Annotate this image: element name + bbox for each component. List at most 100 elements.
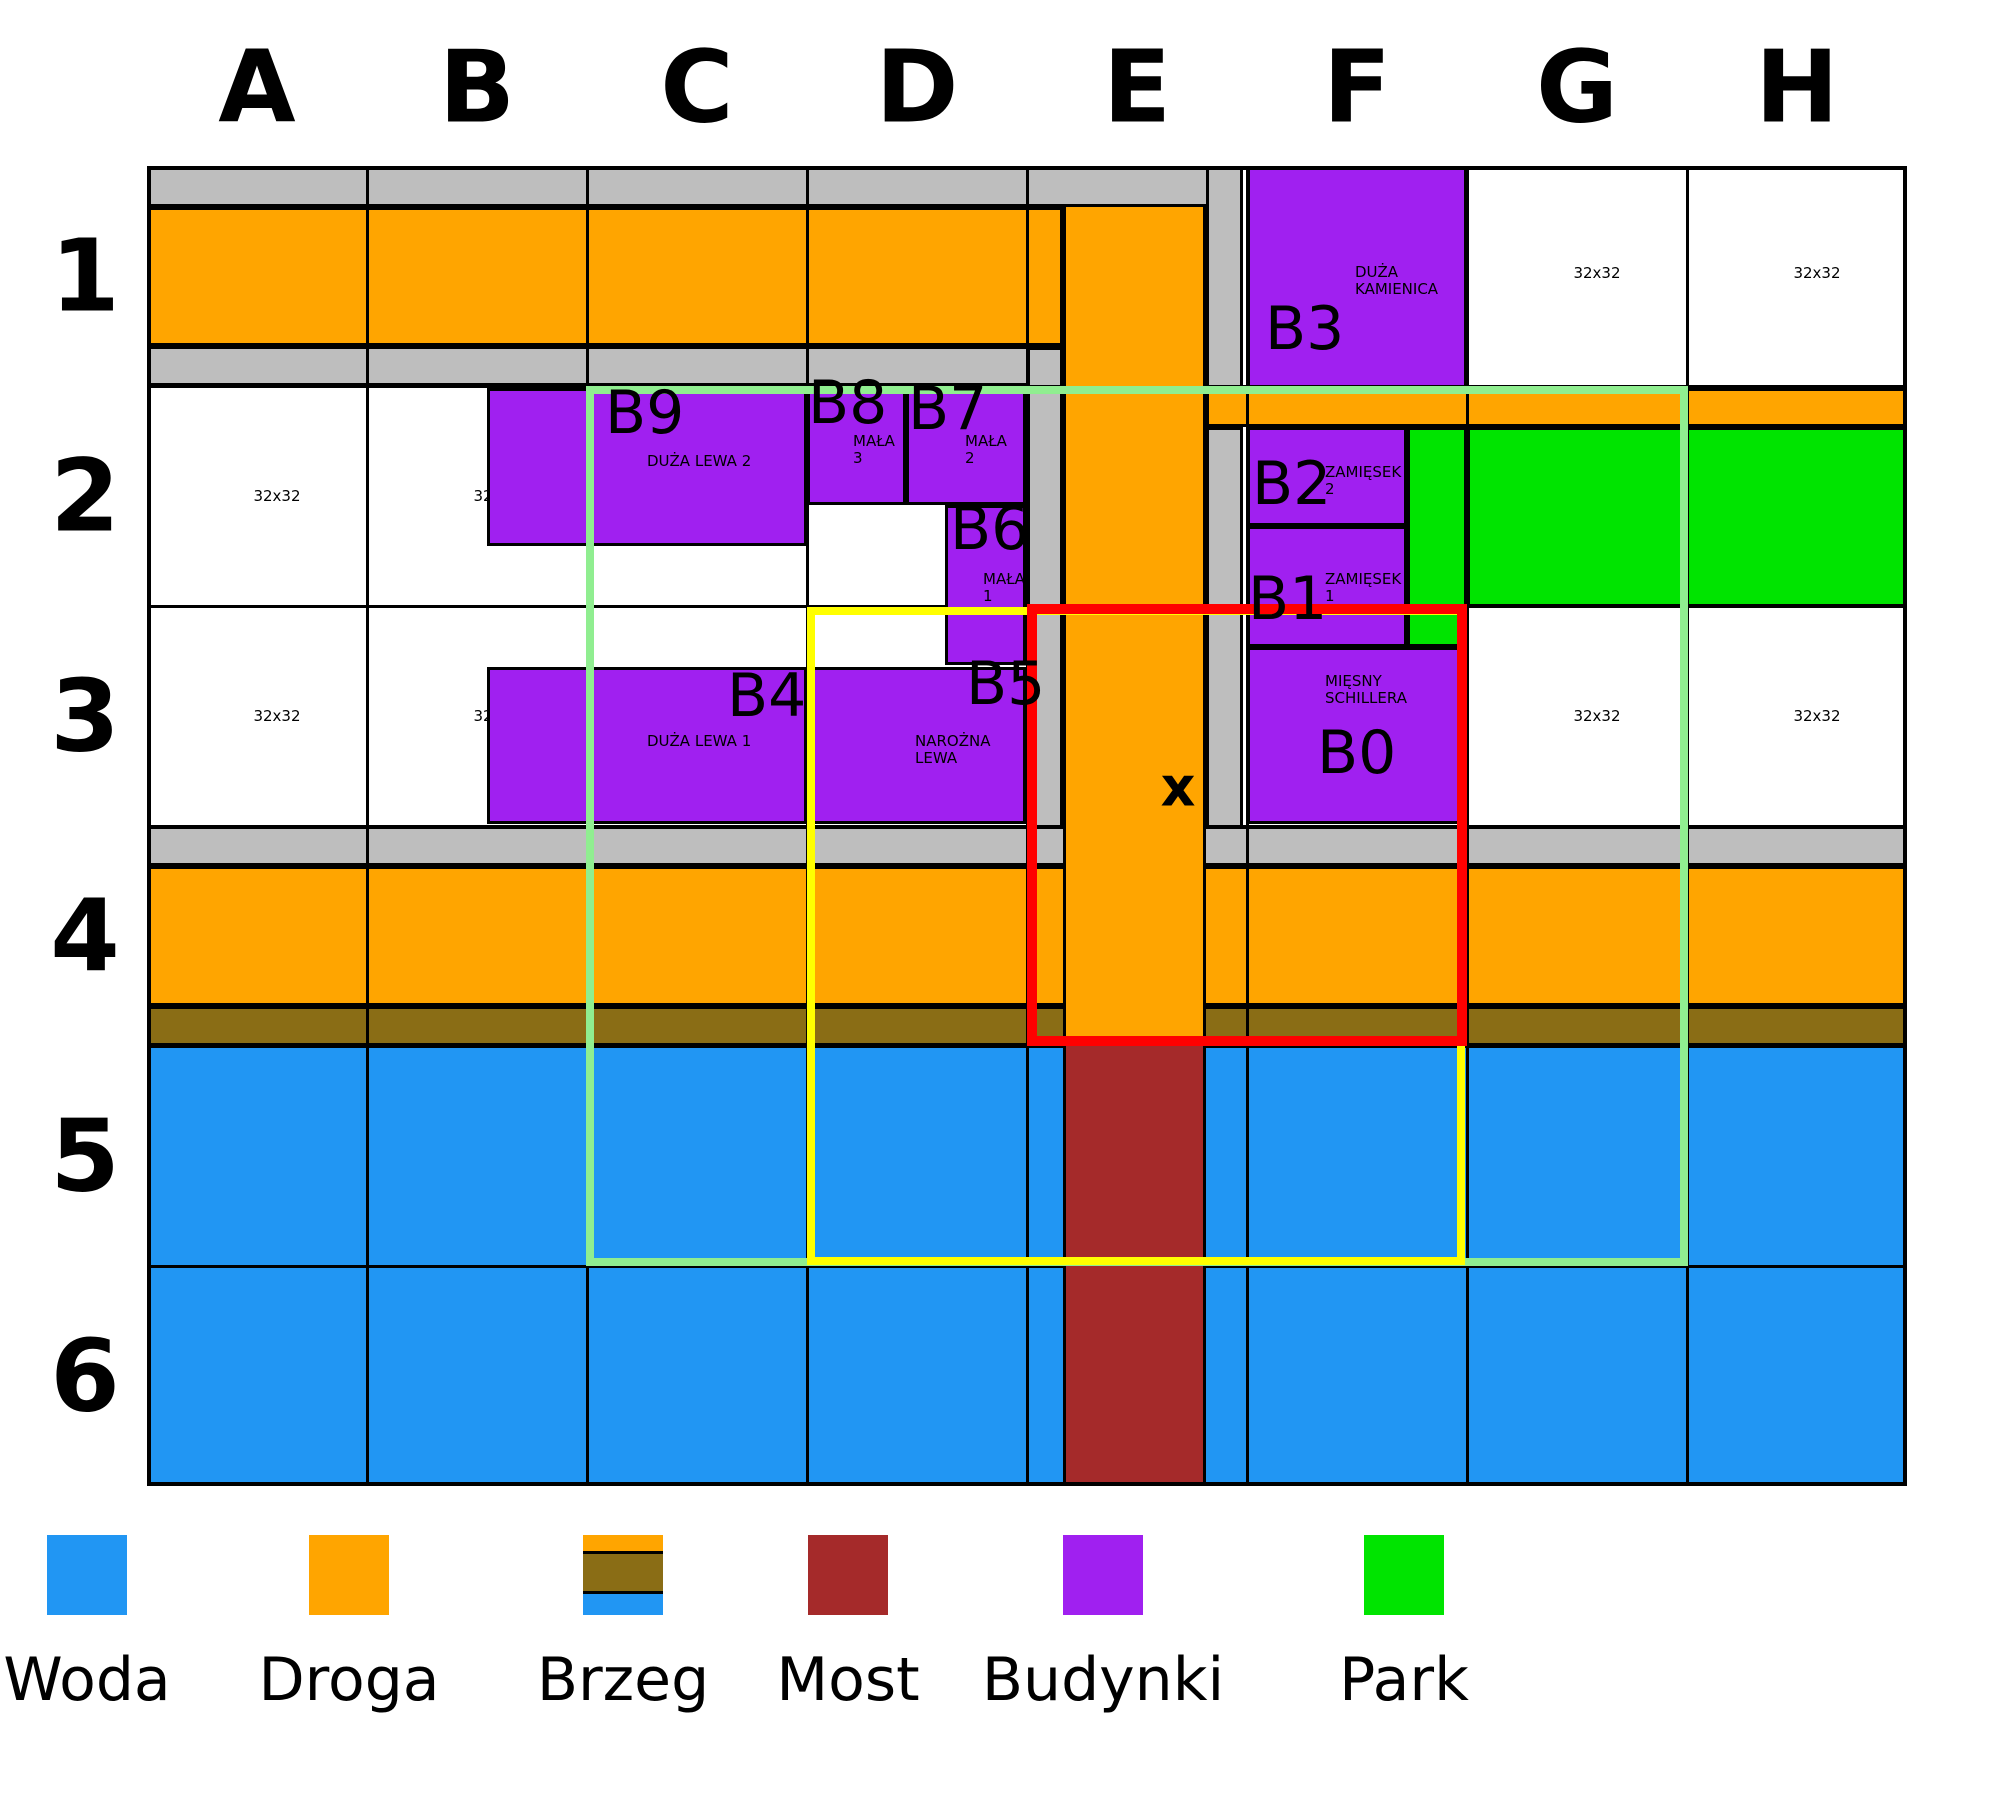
building-b9 — [487, 388, 807, 546]
legend-label-most: Most — [776, 1645, 920, 1715]
building-name-line: NAROŻNA — [915, 732, 991, 750]
legend-label-park: Park — [1339, 1645, 1469, 1715]
legend-swatch-woda — [47, 1535, 127, 1615]
building-b3 — [1247, 166, 1467, 388]
building-b0 — [1247, 647, 1463, 824]
building-name-line: MIĘSNY — [1325, 672, 1382, 690]
legend-swatch-stripe — [583, 1551, 663, 1554]
water-cell — [367, 1266, 587, 1486]
water-cell — [807, 1266, 1027, 1486]
water-cell — [1247, 1266, 1467, 1486]
legend-swatch-droga — [309, 1535, 389, 1615]
row-header: 5 — [50, 1097, 120, 1215]
legend-swatch-most — [808, 1535, 888, 1615]
map-outer-border — [147, 166, 1907, 1486]
water-cell — [147, 1266, 367, 1486]
row-header: 2 — [50, 437, 120, 555]
building-name-line: ZAMIĘSEK — [1325, 570, 1402, 588]
column-header: F — [1322, 28, 1392, 146]
building-name-label: DUŻA KAMIENICA — [1355, 264, 1438, 298]
building-name-label: ZAMIĘSEK 2 — [1325, 464, 1401, 498]
cell-size-label: 32x32 — [253, 707, 301, 725]
street-pavement — [1063, 207, 1206, 1046]
building-b5 — [807, 667, 1026, 824]
building-name-label: NAROŻNA LEWA — [915, 733, 990, 767]
building-name-line: DUŻA LEWA 1 — [647, 732, 752, 750]
legend-swatch-brzeg — [583, 1535, 663, 1615]
water-cell — [1467, 1266, 1687, 1486]
building-name-line: MAŁA — [853, 432, 895, 450]
legend-swatch-stripe — [583, 1594, 663, 1615]
building-id-label: B6 — [950, 494, 1030, 564]
water-cell — [1687, 1266, 1907, 1486]
building-id-label: B7 — [908, 374, 988, 444]
row-header: 3 — [50, 657, 120, 775]
water-cell — [1467, 1046, 1687, 1266]
building-id-label: B1 — [1248, 564, 1328, 634]
column-header: G — [1535, 28, 1619, 146]
legend-label-budynki: Budynki — [981, 1645, 1225, 1715]
column-header: D — [875, 28, 959, 146]
building-name-label: ZAMIĘSEK 1 — [1325, 571, 1401, 605]
column-header: C — [660, 28, 734, 146]
column-header: E — [1102, 28, 1172, 146]
building-name-label: MAŁA 2 — [965, 433, 1007, 467]
building-name-label: DUŻA LEWA 2 — [647, 453, 751, 470]
legend-swatch-stripe — [583, 1535, 663, 1551]
column-header: A — [218, 28, 296, 146]
building-name-line: SCHILLERA — [1325, 689, 1407, 707]
legend-swatch-stripe — [583, 1591, 663, 1594]
building-id-label: B5 — [966, 649, 1046, 719]
building-name-line: 2 — [1325, 480, 1335, 498]
building-name-label: MAŁA 3 — [853, 433, 895, 467]
building-name-line: LEWA — [915, 749, 958, 767]
water-cell — [147, 1046, 367, 1266]
water-cell — [1687, 1046, 1907, 1266]
building-name-line: ZAMIĘSEK — [1325, 463, 1402, 481]
building-name-line: 1 — [983, 587, 993, 605]
column-header: B — [438, 28, 516, 146]
building-id-label: B8 — [808, 368, 888, 438]
sidewalk-street-right-lower — [1206, 427, 1243, 866]
building-b1 — [1247, 526, 1407, 647]
building-name-label: MIĘSNY SCHILLERA — [1325, 673, 1407, 707]
building-name-label: DUŻA LEWA 1 — [647, 733, 751, 750]
x-marker: x — [1160, 755, 1196, 819]
building-id-label: B9 — [605, 378, 685, 448]
column-header: H — [1755, 28, 1839, 146]
overlay-rect-red — [1027, 604, 1467, 1046]
water-cell — [587, 1266, 807, 1486]
cell-size-label: 32x32 — [1793, 707, 1841, 725]
building-name-line: 1 — [1325, 587, 1335, 605]
building-id-label: B3 — [1265, 294, 1345, 364]
building-name-line: KAMIENICA — [1355, 280, 1439, 298]
building-name-line: DUŻA — [1355, 263, 1399, 281]
building-name-line: MAŁA — [983, 570, 1025, 588]
legend-swatch-stripe — [583, 1554, 663, 1591]
cell-size-label: 32x32 — [1793, 264, 1841, 282]
row-header: 4 — [50, 877, 120, 995]
grid-row-line — [147, 1264, 1907, 1268]
cell-size-label: 32x32 — [253, 487, 301, 505]
cell-size-label: 32x32 — [1573, 264, 1621, 282]
legend-label-brzeg: Brzeg — [536, 1645, 710, 1715]
building-id-label: B4 — [727, 661, 807, 731]
building-name-line: 2 — [965, 449, 975, 467]
water-cell — [367, 1046, 587, 1266]
building-id-label: B2 — [1252, 449, 1332, 519]
water-cell — [807, 1046, 1027, 1266]
bridge — [1063, 1046, 1206, 1486]
cell-size-label: 32x32 — [1573, 707, 1621, 725]
building-id-label: B0 — [1317, 718, 1397, 788]
building-b8 — [807, 388, 906, 505]
water-cell — [1247, 1046, 1467, 1266]
sidewalk-street-right-upper — [1206, 166, 1243, 388]
building-name-label: MAŁA 1 — [983, 571, 1025, 605]
water-cell — [587, 1046, 807, 1266]
building-name-line: DUŻA LEWA 2 — [647, 452, 752, 470]
building-name-line: 3 — [853, 449, 863, 467]
legend-label-droga: Droga — [258, 1645, 440, 1715]
building-b4 — [487, 667, 807, 824]
grid-row-line — [147, 1044, 1907, 1048]
